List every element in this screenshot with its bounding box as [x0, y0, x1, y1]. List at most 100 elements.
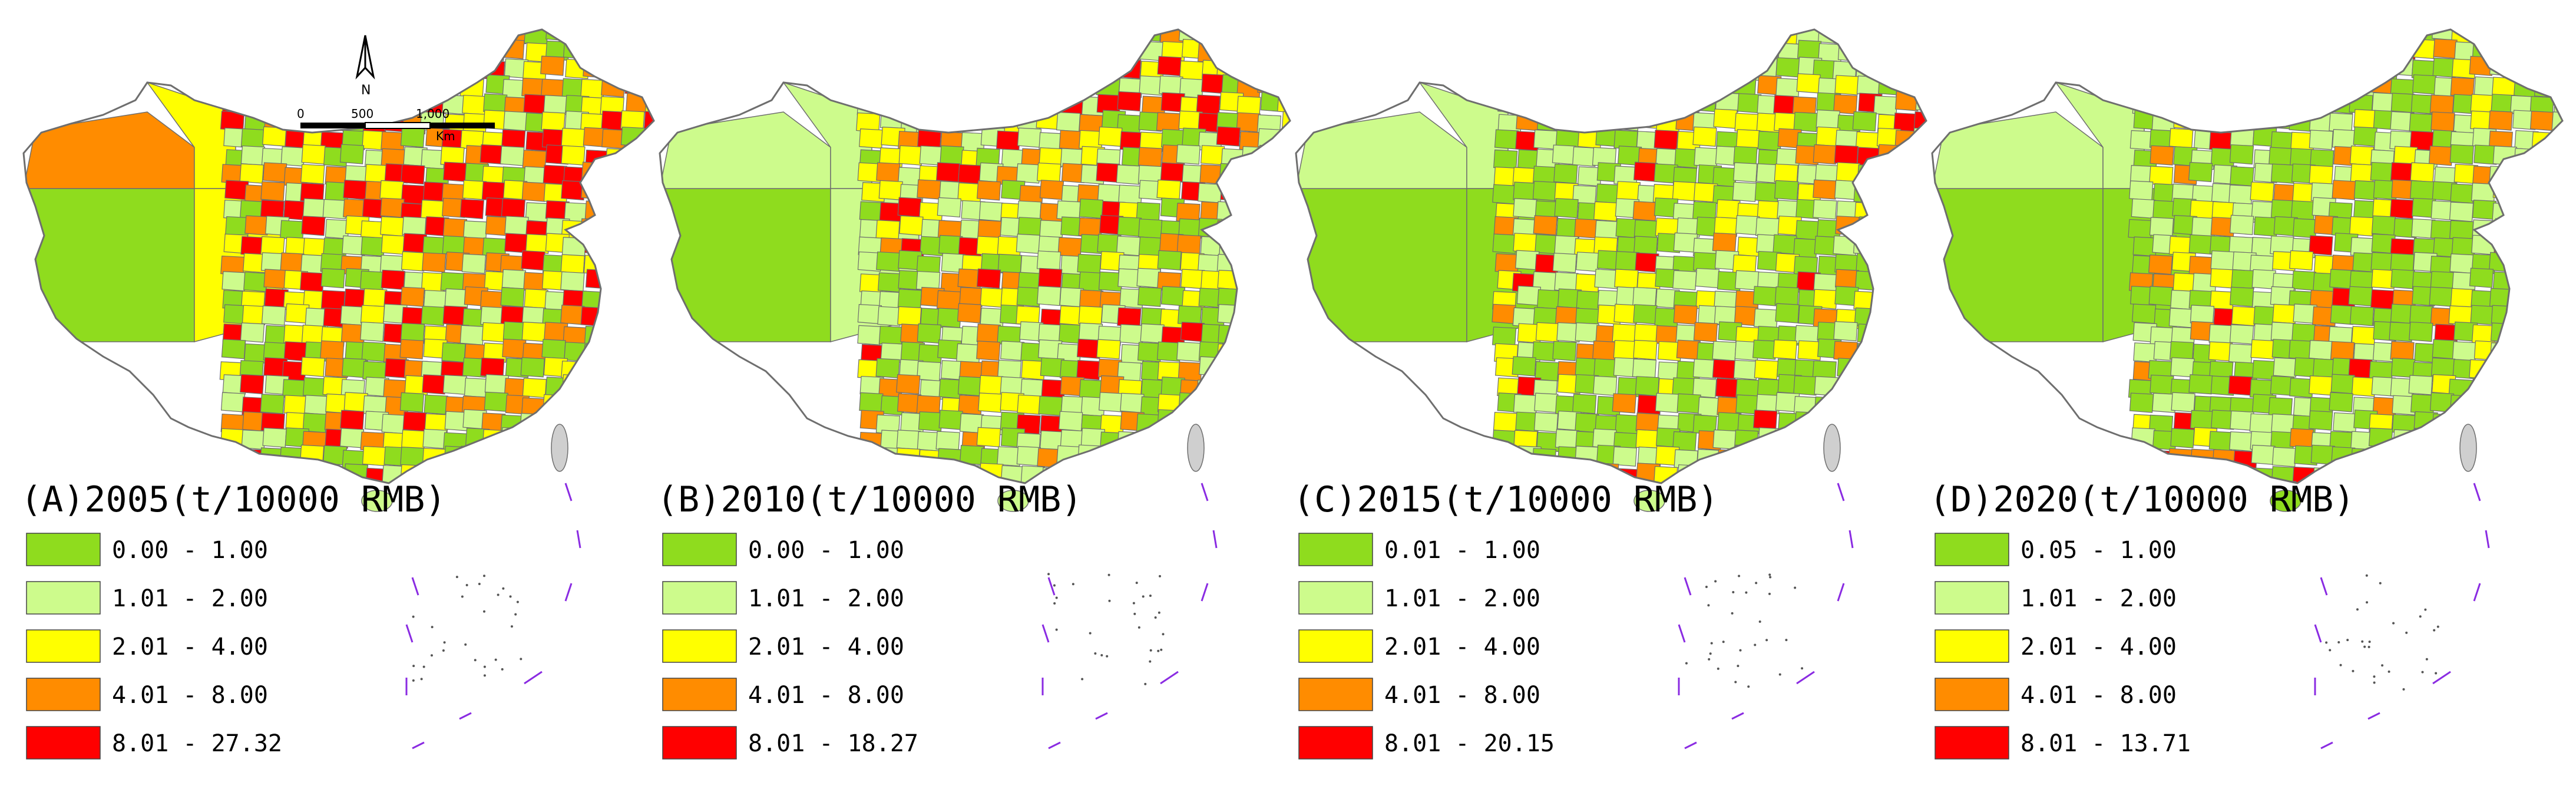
- prefecture-cell: [1279, 342, 1290, 364]
- prefecture-cell: [1893, 394, 1918, 414]
- prefecture-cell: [644, 428, 654, 449]
- prefecture-cell: [501, 449, 526, 470]
- maritime-boundary-dash: [1848, 530, 1854, 549]
- prefecture-cell: [959, 29, 984, 46]
- maritime-boundary-dash: [1160, 671, 1179, 685]
- prefecture-cell: [1837, 431, 1862, 452]
- prefecture-cell: [2350, 145, 2375, 166]
- prefecture-cell: [385, 79, 409, 100]
- prefecture-cell: [1533, 412, 1559, 433]
- prefecture-cell: [1732, 181, 1757, 202]
- islet-dot: [1707, 604, 1710, 607]
- prefecture-cell: [1017, 127, 1042, 148]
- prefecture-cell: [621, 29, 646, 43]
- maritime-boundary-dash: [1201, 583, 1209, 602]
- prefecture-cell: [1733, 359, 1758, 380]
- maritime-boundary-dash: [564, 583, 573, 602]
- panel-title: (C)2015(t/10000 RMB): [1293, 479, 1718, 520]
- islet-dot: [1710, 642, 1713, 645]
- prefecture-cell: [1873, 304, 1898, 325]
- islet-dot: [2424, 608, 2427, 611]
- prefecture-cell: [978, 392, 1003, 413]
- prefecture-cell: [1262, 326, 1287, 346]
- prefecture-cell: [2552, 198, 2562, 219]
- islet-dot: [483, 674, 486, 677]
- prefecture-cell: [624, 180, 649, 201]
- islet-dot: [2329, 649, 2332, 652]
- prefecture-cell: [1836, 410, 1860, 430]
- prefecture-cell: [1714, 41, 1738, 62]
- islet-dot: [1081, 678, 1084, 681]
- prefecture-cell: [2292, 94, 2317, 115]
- prefecture-cell: [301, 144, 326, 165]
- prefecture-cell: [2270, 322, 2296, 342]
- prefecture-cell: [2432, 413, 2456, 434]
- prefecture-cell: [1160, 465, 1185, 483]
- prefecture-cell: [861, 60, 885, 80]
- legend-swatch: [26, 678, 101, 711]
- prefecture-cell: [461, 253, 487, 274]
- prefecture-cell: [562, 411, 587, 432]
- prefecture-cell: [621, 272, 646, 293]
- prefecture-cell: [2529, 322, 2555, 344]
- maritime-boundary-dash: [2432, 671, 2451, 685]
- prefecture-cell: [921, 59, 946, 80]
- islet-dot: [1137, 626, 1140, 629]
- legend-swatch: [662, 629, 737, 663]
- prefecture-cell: [1240, 165, 1265, 186]
- prefecture-cell: [624, 286, 649, 307]
- legend-swatch: [26, 533, 101, 566]
- prefecture-cell: [955, 79, 980, 100]
- prefecture-cell: [2532, 414, 2557, 434]
- prefecture-cell: [2391, 29, 2416, 43]
- legend-2005: 0.00 - 1.00 1.01 - 2.00 2.01 - 4.00 4.01 - …: [26, 533, 282, 760]
- prefecture-cell: [1058, 411, 1083, 431]
- panel-2005: (A)2005(t/10000 RMB) 0.00 - 1.00 1.01 - 2…: [21, 28, 655, 760]
- scale-tick-0: 0: [297, 107, 305, 121]
- prefecture-cell: [1079, 43, 1103, 64]
- prefecture-cell: [1494, 448, 1519, 469]
- prefecture-cell: [1915, 377, 1926, 397]
- islet-dot: [497, 593, 500, 596]
- islet-dot: [1739, 649, 1742, 652]
- islet-dot: [1142, 595, 1145, 598]
- prefecture-cell: [242, 74, 266, 95]
- prefecture-cell: [2193, 39, 2217, 60]
- prefecture-cell: [2549, 163, 2562, 183]
- prefecture-cell: [1256, 431, 1281, 451]
- prefecture-cell: [2430, 111, 2455, 132]
- prefecture-cell: [2471, 182, 2496, 203]
- prefecture-cell: [2449, 202, 2474, 222]
- prefecture-cell: [580, 78, 605, 100]
- prefecture-cell: [1258, 200, 1283, 220]
- prefecture-cell: [244, 58, 269, 79]
- prefecture-cell: [2511, 273, 2536, 293]
- prefecture-cell: [243, 272, 268, 292]
- prefecture-cell: [2373, 61, 2398, 82]
- prefecture-cell: [1915, 74, 1926, 95]
- legend-label: 4.01 - 8.00: [2021, 682, 2177, 709]
- prefecture-cell: [2553, 180, 2562, 200]
- prefecture-cell: [1000, 39, 1025, 61]
- prefecture-cell: [2512, 308, 2537, 329]
- prefecture-cell: [2489, 445, 2514, 466]
- prefecture-cell: [2291, 270, 2316, 291]
- legend-label: 1.01 - 2.00: [112, 585, 268, 612]
- prefecture-cell: [1238, 482, 1263, 483]
- prefecture-cell: [1216, 126, 1241, 147]
- prefecture-cell: [1876, 235, 1901, 255]
- prefecture-cell: [481, 41, 505, 61]
- prefecture-cell: [1199, 411, 1223, 431]
- prefecture-cell: [2231, 91, 2256, 112]
- prefecture-cell: [340, 410, 365, 431]
- prefecture-cell: [1098, 126, 1123, 147]
- prefecture-cell: [2513, 236, 2538, 257]
- islet-dot: [1149, 595, 1152, 597]
- prefecture-cell: [1161, 448, 1186, 470]
- prefecture-cell: [2492, 179, 2517, 200]
- prefecture-cell: [339, 428, 365, 448]
- prefecture-cell: [876, 162, 901, 183]
- prefecture-cell: [222, 29, 247, 45]
- prefecture-cell: [2531, 131, 2556, 152]
- prefecture-cell: [976, 341, 1001, 361]
